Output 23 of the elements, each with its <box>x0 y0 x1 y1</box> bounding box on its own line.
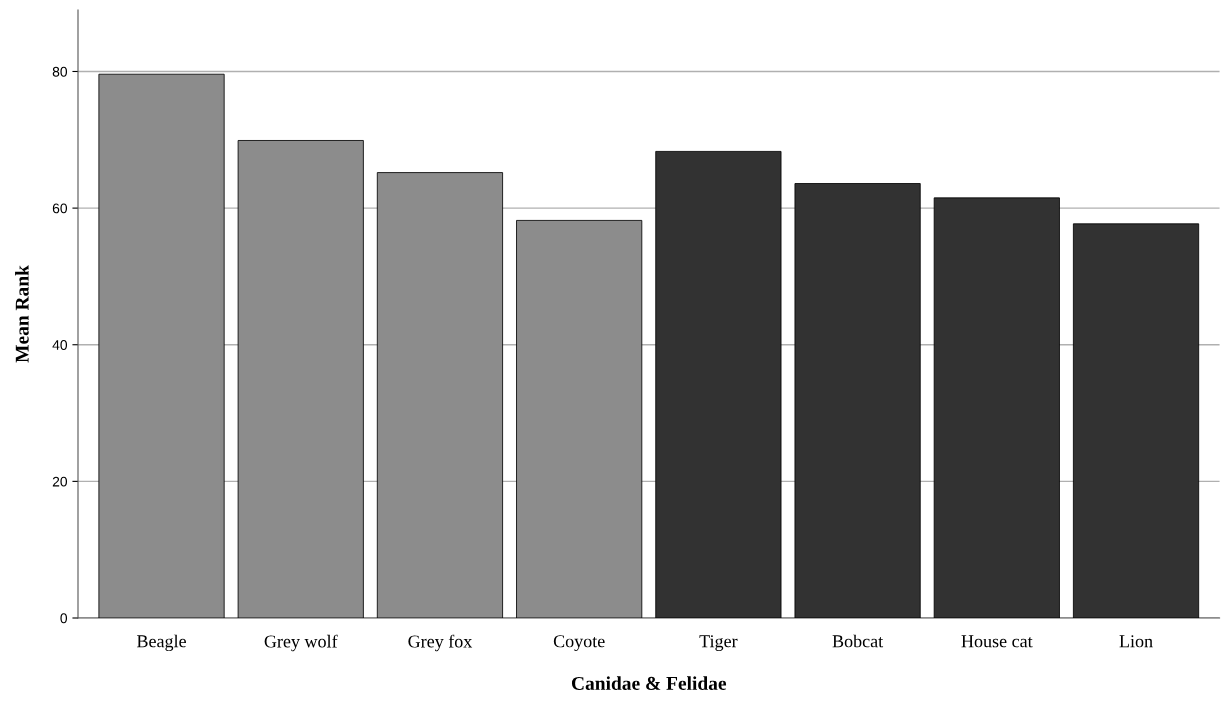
bar <box>516 219 643 618</box>
x-tick-label: Beagle <box>136 634 186 652</box>
y-tick-label: 40 <box>52 340 68 350</box>
x-tick-label: Coyote <box>553 635 605 652</box>
x-tick-label: Bobcat <box>832 634 884 648</box>
y-axis-title: Mean Rank <box>15 265 29 363</box>
y-tick-label: 60 <box>52 203 68 214</box>
x-tick-label: Grey fox <box>408 634 473 652</box>
y-tick-label: 20 <box>52 476 68 487</box>
bar <box>376 172 504 618</box>
x-tick-label: House cat <box>961 635 1033 648</box>
x-axis-title: Canidae & Felidae <box>571 676 727 690</box>
bar <box>1072 223 1200 618</box>
y-tick-label: 0 <box>60 613 68 624</box>
y-tick-label: 80 <box>52 66 68 77</box>
bar <box>933 197 1060 618</box>
bar <box>98 73 225 618</box>
bar <box>794 183 921 618</box>
x-tick-label: Grey wolf <box>264 634 338 652</box>
x-tick-label: Tiger <box>699 635 738 652</box>
bar <box>655 150 782 618</box>
bar <box>237 140 364 618</box>
x-tick-label: Lion <box>1119 635 1153 648</box>
